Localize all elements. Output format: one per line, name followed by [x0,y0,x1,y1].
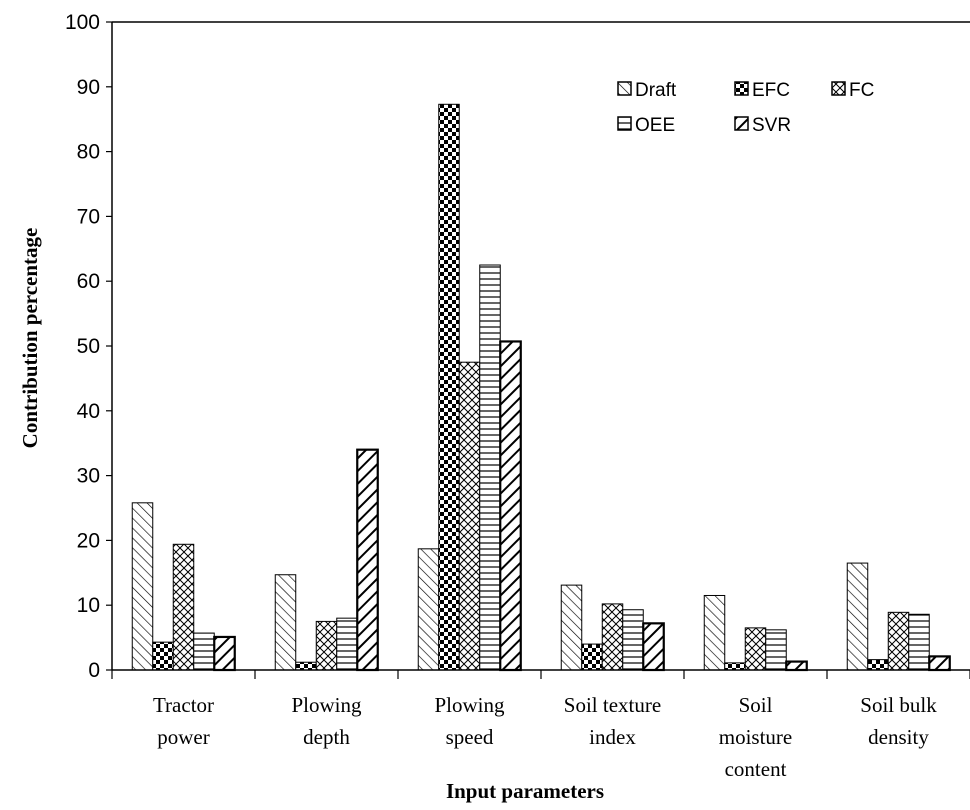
bar-fc-1 [315,620,338,671]
bar-fc-5 [887,611,910,671]
bar-oee-3 [622,609,644,671]
category-label: Plowing [291,693,362,717]
category-label: Tractor [153,693,214,717]
bar-fc-2 [458,361,481,671]
category-label: density [868,725,929,749]
y-tick-label: 0 [88,659,100,682]
legend-label-draft: Draft [635,80,677,101]
bar-oee-4 [765,629,787,671]
category-label: moisture [719,725,793,749]
y-tick-label: 90 [77,76,100,99]
legend: Draft EFC FC OEE SVR [617,80,874,136]
legend-label-efc: EFC [752,80,790,101]
y-tick-label: 70 [77,205,100,228]
y-tick-label: 100 [65,11,100,34]
legend-label-svr: SVR [752,115,791,136]
y-tick-label: 80 [77,141,100,164]
bar-svr-2 [499,340,522,672]
bar-draft-0 [131,502,154,671]
legend-label-fc: FC [849,80,874,101]
bar-draft-1 [274,574,297,671]
category-label: speed [446,725,494,749]
bar-draft-4 [703,594,726,671]
y-axis-title: Contribution percentage [18,228,42,449]
category-label: Soil texture [564,693,661,717]
bar-svr-5 [928,655,951,672]
category-label: power [157,725,209,749]
y-tick-label: 20 [77,529,100,552]
bar-efc-0 [152,641,174,671]
bar-svr-1 [356,448,379,672]
x-axis: Tractor power Plowing depth Plowing speed Soil… [111,669,970,781]
bar-fc-4 [744,627,767,671]
bar-draft-3 [560,584,583,671]
category-label: Plowing [434,693,505,717]
bar-svr-0 [213,635,236,672]
bar-efc-2 [438,103,460,671]
legend-swatch-svr [734,116,749,131]
x-axis-title: Input parameters [446,779,604,803]
bar-efc-1 [295,661,317,671]
category-label: content [725,757,787,781]
legend-label-oee: OEE [635,115,675,136]
category-label: depth [303,725,350,749]
legend-swatch-oee [617,116,632,131]
bar-fc-0 [172,543,195,671]
y-tick-label: 10 [77,594,100,617]
legend-swatch-draft [617,81,632,96]
y-tick-label: 60 [77,270,100,293]
y-tick-label: 50 [77,335,100,358]
legend-swatch-efc [734,81,749,96]
category-label: Soil bulk [860,693,937,717]
bar-oee-0 [193,632,215,671]
bar-draft-2 [417,548,440,671]
bar-oee-2 [479,264,501,671]
y-tick-label: 30 [77,465,100,488]
bar-oee-5 [908,613,930,671]
bar-oee-1 [336,617,358,671]
y-axis: 0 10 20 30 40 50 60 70 80 90 100 [65,11,970,682]
category-label: Soil [739,693,773,717]
bar-fc-3 [601,603,624,671]
category-label: index [589,725,636,749]
bar-efc-4 [724,662,746,671]
y-tick-label: 40 [77,400,100,423]
bar-draft-5 [846,562,869,671]
bars [131,103,951,672]
bar-svr-4 [785,660,808,672]
bar-svr-3 [642,622,665,672]
bar-efc-3 [581,643,603,671]
legend-swatch-fc [831,81,846,96]
bar-efc-5 [867,659,889,671]
